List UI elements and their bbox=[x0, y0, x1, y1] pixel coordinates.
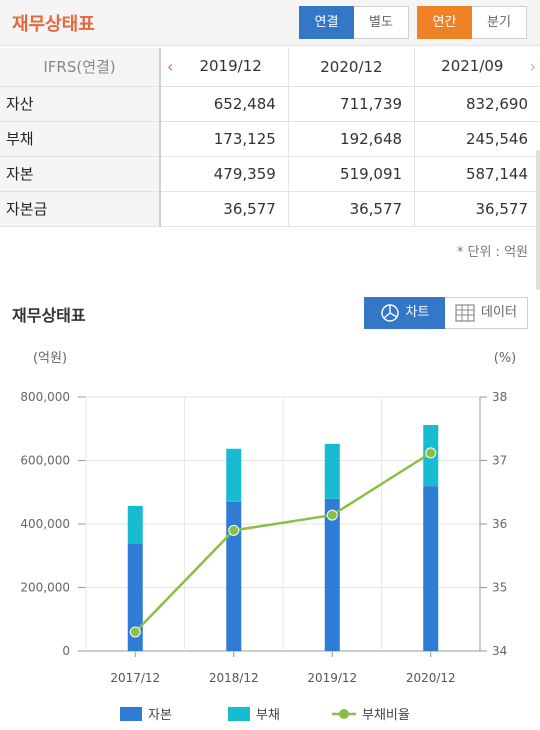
right-tick-label: 36 bbox=[492, 517, 507, 531]
quarter-button[interactable]: 분기 bbox=[472, 6, 527, 39]
left-tick-label: 600,000 bbox=[20, 454, 70, 468]
x-tick-label: 2020/12 bbox=[406, 671, 456, 685]
page-title: 재무상태표 bbox=[12, 14, 95, 35]
scrollbar[interactable] bbox=[536, 150, 540, 290]
cell-value: 711,739 bbox=[288, 86, 416, 122]
unit-note: * 단위 : 억원 bbox=[456, 245, 528, 260]
debt-ratio-point bbox=[425, 447, 437, 459]
table-row: 자본금 36,577 36,577 36,577 bbox=[0, 191, 540, 227]
period-toggle: 연간 분기 bbox=[417, 6, 527, 39]
right-axis-unit: (%) bbox=[494, 351, 517, 366]
table-header-row: IFRS(연결) ‹ 2019/12 2020/12 2021/09 › bbox=[0, 48, 540, 87]
bar-자본 bbox=[423, 486, 439, 651]
bar-부채 bbox=[226, 448, 242, 502]
debt-ratio-point bbox=[129, 626, 141, 638]
period-header: 2020/12 bbox=[288, 48, 416, 87]
cell-value: 519,091 bbox=[288, 156, 416, 192]
right-tick-label: 34 bbox=[492, 644, 507, 658]
balance-sheet-table: IFRS(연결) ‹ 2019/12 2020/12 2021/09 › 자산 … bbox=[0, 48, 540, 227]
table-row: 자산 652,484 711,739 832,690 bbox=[0, 86, 540, 122]
chevron-left-icon[interactable]: ‹ bbox=[167, 57, 174, 77]
chart-view-button[interactable]: 차트 bbox=[364, 297, 445, 329]
cell-value: 192,648 bbox=[288, 121, 416, 157]
left-tick-label: 400,000 bbox=[20, 517, 70, 531]
period-header: ‹ 2019/12 bbox=[160, 48, 289, 87]
row-label: 자본금 bbox=[0, 191, 161, 227]
table-row: 자본 479,359 519,091 587,144 bbox=[0, 156, 540, 192]
bar-자본 bbox=[324, 498, 340, 651]
row-label: 자본 bbox=[0, 156, 161, 192]
basis-label: IFRS(연결) bbox=[0, 48, 161, 87]
debt-ratio-point bbox=[326, 509, 338, 521]
left-axis-unit: (억원) bbox=[33, 351, 67, 366]
cell-value: 652,484 bbox=[160, 86, 289, 122]
period-header: 2021/09 › bbox=[414, 48, 540, 87]
row-label: 자산 bbox=[0, 86, 161, 122]
cell-value: 173,125 bbox=[160, 121, 289, 157]
pie-chart-icon bbox=[380, 304, 399, 322]
annual-button[interactable]: 연간 bbox=[417, 6, 472, 39]
table-grid-icon bbox=[455, 304, 475, 322]
left-tick-label: 800,000 bbox=[20, 390, 70, 404]
x-tick-label: 2017/12 bbox=[110, 671, 160, 685]
right-tick-label: 37 bbox=[492, 454, 507, 468]
cell-value: 587,144 bbox=[414, 156, 540, 192]
legend-label: 부채 bbox=[256, 708, 280, 723]
x-tick-label: 2018/12 bbox=[209, 671, 259, 685]
separate-button[interactable]: 별도 bbox=[354, 6, 409, 39]
data-view-button[interactable]: 데이터 bbox=[445, 297, 528, 329]
cell-value: 479,359 bbox=[160, 156, 289, 192]
consolidation-toggle: 연결 별도 bbox=[299, 6, 409, 39]
chart-section-title: 재무상태표 bbox=[12, 306, 86, 325]
right-tick-label: 35 bbox=[492, 581, 507, 595]
legend-swatch bbox=[120, 707, 142, 721]
bar-부채 bbox=[324, 443, 340, 499]
legend-swatch-point bbox=[339, 709, 349, 719]
bar-자본 bbox=[226, 501, 242, 651]
cell-value: 36,577 bbox=[288, 191, 416, 227]
x-tick-label: 2019/12 bbox=[307, 671, 357, 685]
bar-자본 bbox=[127, 544, 143, 651]
legend-swatch bbox=[228, 707, 250, 721]
view-toggle: 차트 데이터 bbox=[364, 297, 528, 329]
cell-value: 245,546 bbox=[414, 121, 540, 157]
left-tick-label: 200,000 bbox=[20, 581, 70, 595]
right-tick-label: 38 bbox=[492, 390, 507, 404]
left-tick-label: 0 bbox=[62, 644, 70, 658]
consolidated-button[interactable]: 연결 bbox=[299, 6, 354, 39]
chevron-right-icon[interactable]: › bbox=[529, 57, 536, 77]
cell-value: 832,690 bbox=[414, 86, 540, 122]
legend-label: 자본 bbox=[148, 708, 172, 723]
debt-ratio-line bbox=[134, 451, 432, 633]
cell-value: 36,577 bbox=[414, 191, 540, 227]
header-bar: 재무상태표 연결 별도 연간 분기 bbox=[0, 0, 540, 46]
bar-부채 bbox=[127, 505, 143, 545]
debt-ratio-point bbox=[228, 524, 240, 536]
row-label: 부채 bbox=[0, 121, 161, 157]
cell-value: 36,577 bbox=[160, 191, 289, 227]
balance-sheet-chart: (억원) (%) 0 200,000 400,000 600,000 800,000 34 35… bbox=[20, 351, 517, 723]
table-row: 부채 173,125 192,648 245,546 bbox=[0, 121, 540, 157]
legend-label: 부채비율 bbox=[362, 708, 410, 723]
